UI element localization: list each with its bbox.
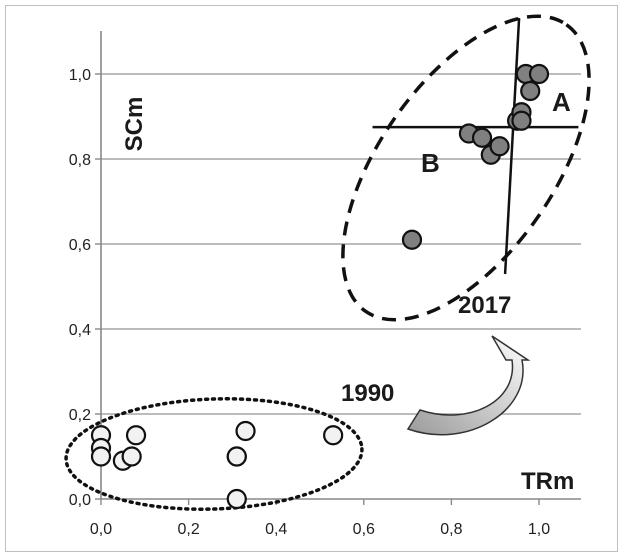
x-tick-label: 0,4 [265,521,287,538]
x-tick-label: 0,2 [177,521,199,538]
y-tick-label: 0,4 [69,322,91,339]
y-tick-label: 0,6 [69,237,91,254]
point-2017 [401,229,423,250]
crosshair-vertical-line [503,17,521,275]
quadrant-label-a: A [552,87,571,117]
chart-canvas: 0,0 0,2 0,4 0,6 0,8 1,0 0,0 0,2 0,4 0,6 0,8 1,0 19… [64,14,591,538]
point-1990 [226,446,247,467]
point-1990 [226,488,247,510]
curved-arrow [406,335,531,436]
cluster-2017-ellipse [341,14,591,322]
point-1990 [323,425,344,446]
y-tick-label: 0,0 [69,492,91,509]
x-tick-label: 1,0 [528,521,550,538]
y-axis-label: SCm [121,97,148,152]
point-2017 [528,63,550,85]
point-2017 [520,80,541,102]
y-tick-label: 0,2 [69,407,91,424]
x-tick-label: 0,6 [353,521,375,538]
annotations: 1990 2017 A B [64,14,591,511]
point-1990 [125,425,147,446]
quadrant-label-b: B [421,148,440,178]
point-1990 [90,446,112,467]
y-tick-labels: 0,0 0,2 0,4 0,6 0,8 1,0 [69,67,91,509]
label-2017: 2017 [458,292,511,319]
x-axis-label: TRm [521,468,574,495]
data-points [90,63,550,510]
x-tick-labels: 0,0 0,2 0,4 0,6 0,8 1,0 [90,521,550,538]
scatter-chart: 0,0 0,2 0,4 0,6 0,8 1,0 0,0 0,2 0,4 0,6 0,8 1,0 19… [5,5,618,552]
point-1990 [235,420,256,442]
label-1990: 1990 [341,380,394,407]
y-tick-label: 1,0 [69,67,91,84]
point-2017 [511,110,532,131]
point-2017 [471,127,493,148]
x-tick-label: 0,0 [90,521,112,538]
point-1990 [121,446,142,467]
cluster-1990-ellipse [64,397,364,511]
point-2017 [489,136,510,157]
y-tick-label: 0,8 [69,152,91,169]
x-tick-label: 0,8 [440,521,462,538]
